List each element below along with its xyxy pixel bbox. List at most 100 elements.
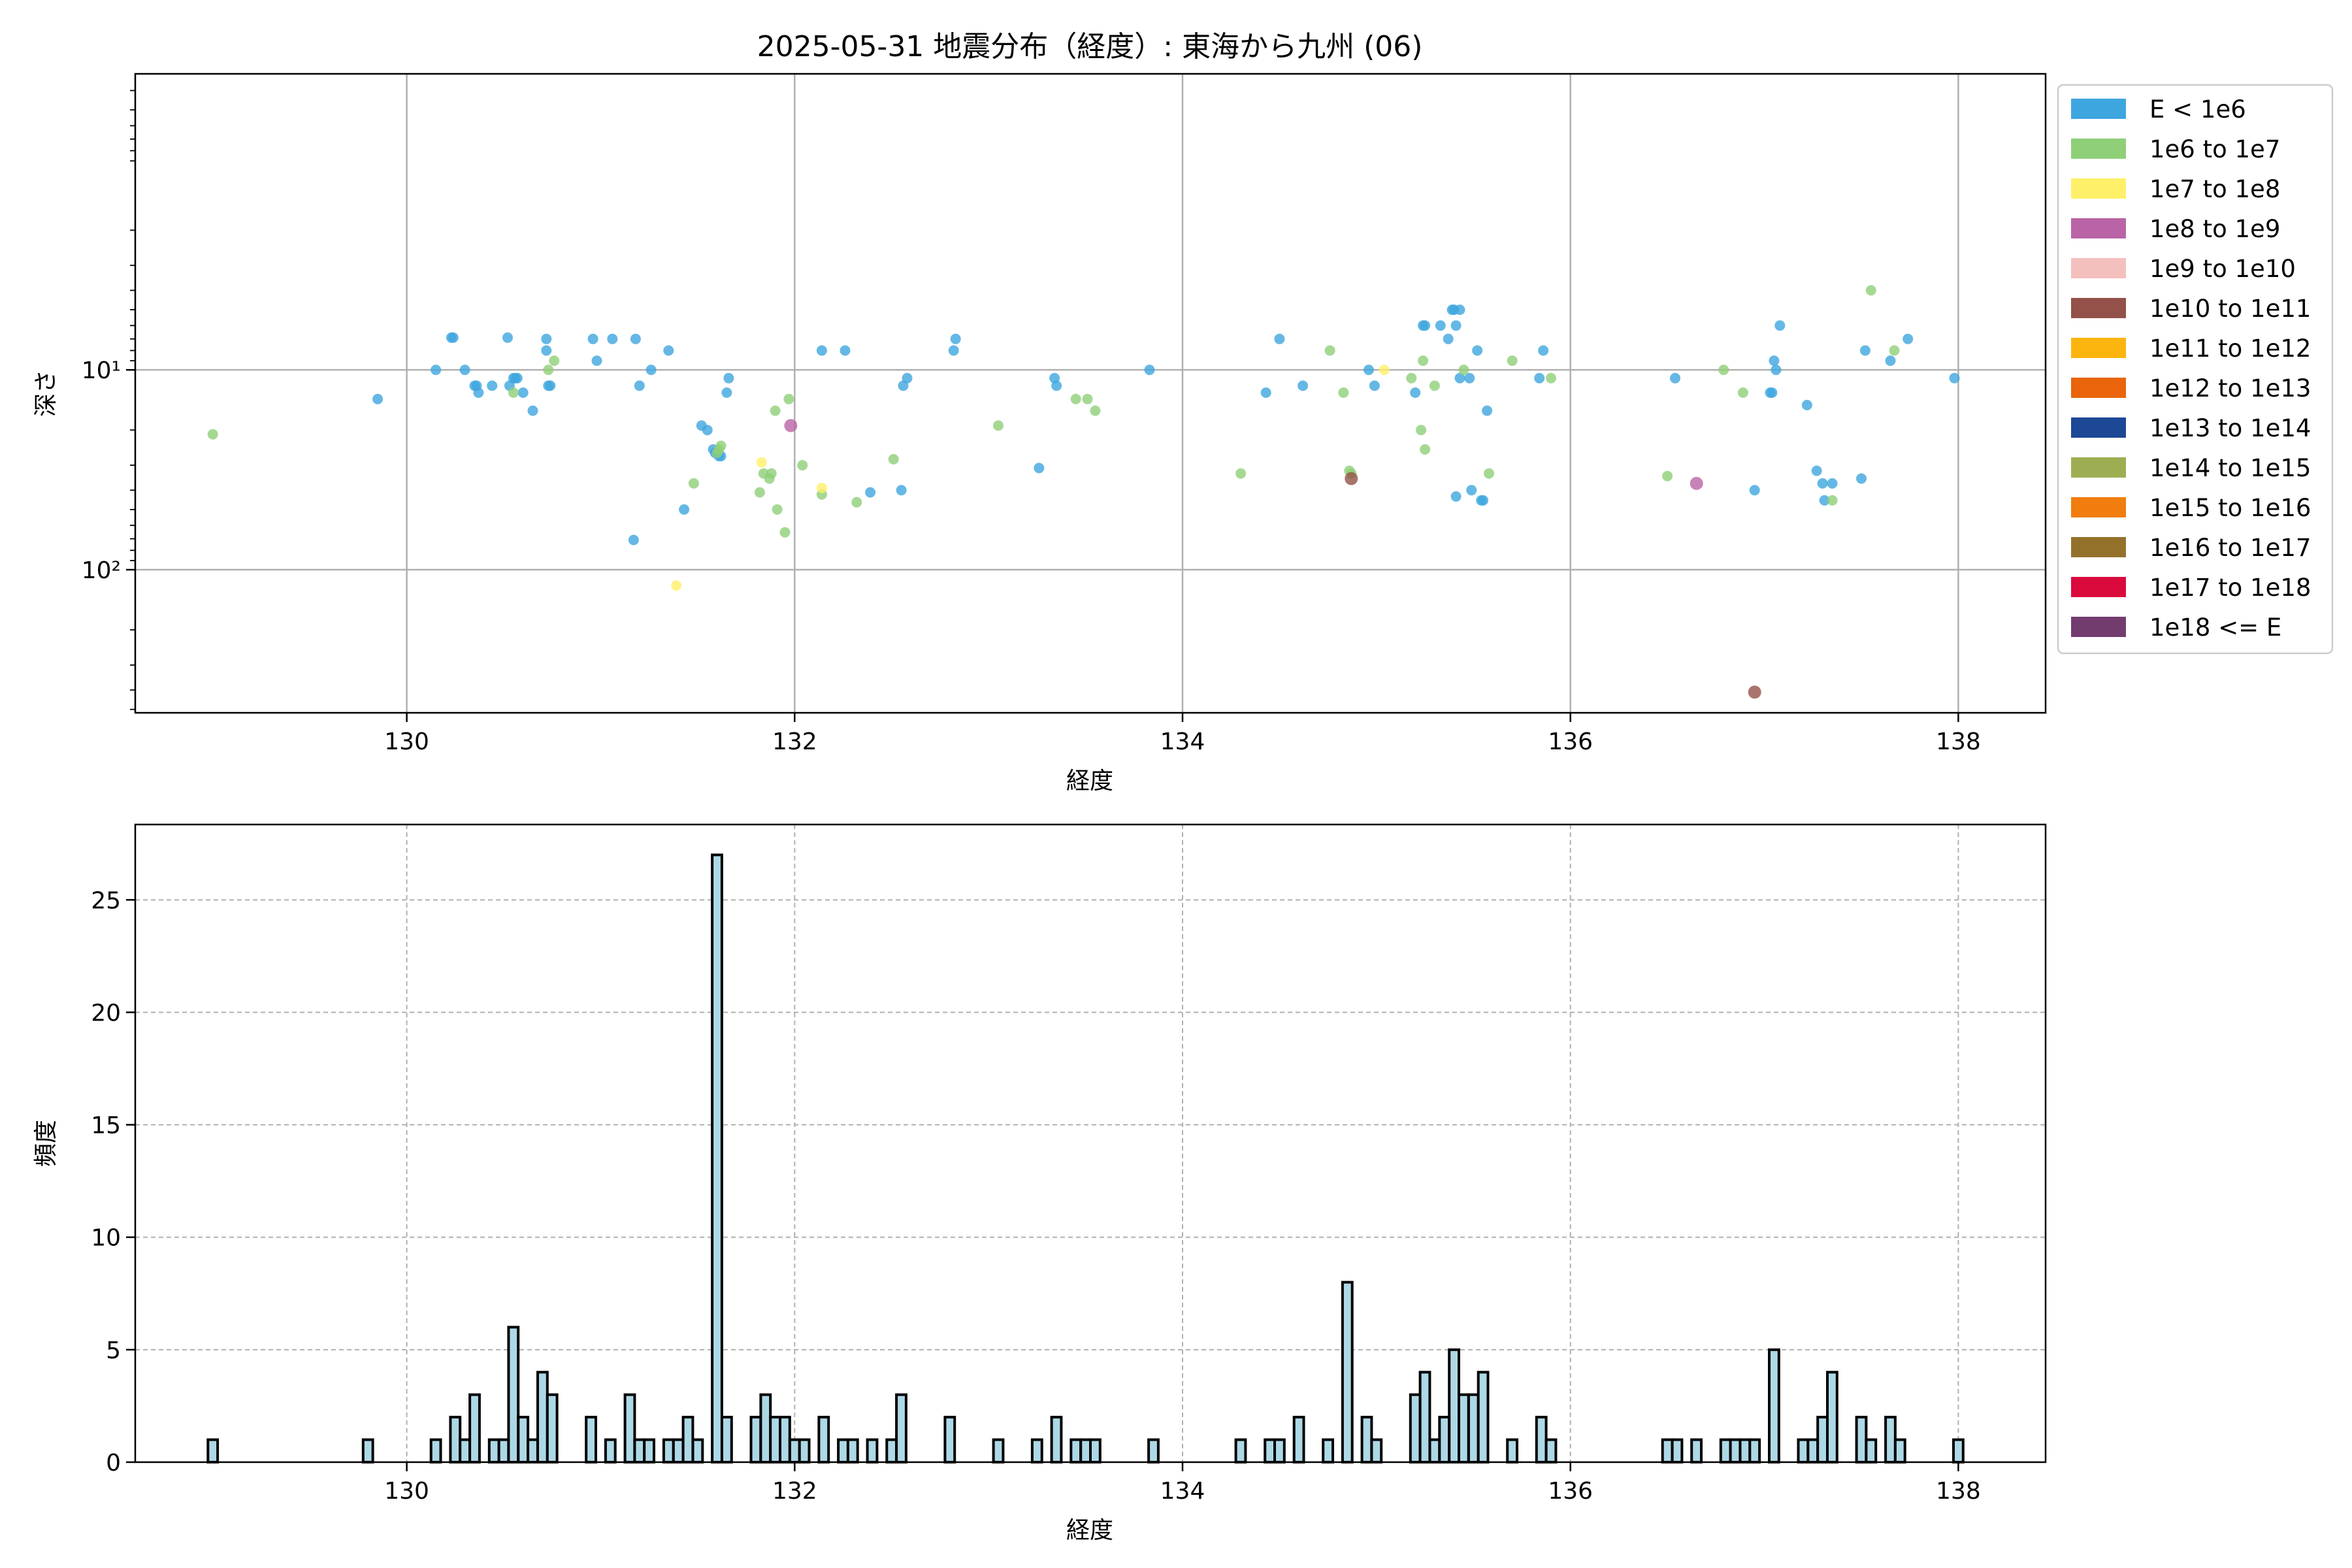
scatter-point [1718,365,1729,376]
histogram-bar [1865,1438,1878,1464]
scatter-x-ticks: 130 132 134 136 138 [384,713,1981,755]
histogram-bar [837,1438,849,1464]
scatter-point [1737,387,1748,398]
legend-swatch [2071,497,2126,517]
scatter-x-tick-label: 132 [772,728,817,755]
scatter-point [902,372,913,384]
histogram-bar [1322,1438,1334,1464]
scatter-point [1885,355,1896,367]
scatter-point [1819,495,1830,506]
scatter-point [1482,405,1493,416]
histogram-bar [681,1416,694,1464]
scatter-point [1416,425,1427,436]
scatter-point [1144,365,1155,376]
scatter-point [1856,473,1867,484]
scatter-x-tick-label: 136 [1548,728,1593,755]
scatter-point [1817,478,1828,489]
scatter-point [723,372,734,384]
histogram-x-axis-label: 経度 [1066,1517,1113,1544]
scatter-point [1443,333,1454,344]
scatter-point [1454,304,1465,316]
scatter-point [1670,372,1680,384]
histogram-x-tick-label: 132 [772,1478,817,1505]
scatter-point [1298,380,1309,391]
histogram-bar [536,1371,549,1464]
scatter-point [1690,476,1703,490]
scatter-point [372,393,384,404]
scatter-point [1466,485,1477,496]
histogram-y-tick-label: 20 [91,1000,121,1026]
scatter-point [1324,345,1335,356]
histogram-bar [1089,1438,1102,1464]
scatter-point [645,365,657,376]
scatter-x-tick-label: 134 [1160,728,1205,755]
histogram-y-tick-label: 10 [91,1225,121,1252]
scatter-y-ticks: 10¹ 10² [82,90,135,710]
scatter-point [527,405,538,416]
histogram-x-ticks: 130 132 134 136 138 [384,1462,1981,1505]
histogram-bar [817,1416,830,1464]
scatter-point [628,534,639,546]
scatter-point [1859,345,1870,356]
legend-label: 1e8 to 1e9 [2149,215,2280,243]
legend-items: E < 1e6 1e6 to 1e7 1e7 to 1e8 1e8 to 1e9 1e9… [2071,95,2311,642]
histogram-bar [1234,1438,1247,1464]
scatter-point [797,460,808,471]
histogram-y-tick-label: 5 [106,1337,121,1364]
histogram-bar [1952,1438,1965,1464]
scatter-x-axis-label: 経度 [1066,768,1113,794]
histogram-bar [779,1416,791,1464]
scatter-point [607,333,618,344]
histogram-y-tick-label: 15 [91,1113,121,1139]
histogram-bar [749,1416,762,1464]
scatter-frame [134,73,2047,714]
scatter-point [896,485,907,496]
scatter-point [517,387,529,398]
scatter-point [1435,320,1446,331]
scatter-point [1865,285,1876,296]
histogram-y-axis-label: 頻度 [33,1120,59,1167]
histogram-bar [1070,1438,1083,1464]
histogram-panel: 130 132 134 136 138 0 5 10 15 20 25 経度 頻度 [33,823,2047,1544]
scatter-point [512,372,523,384]
histogram-bar [1409,1393,1422,1463]
legend-swatch [2071,617,2126,637]
histogram-bar [546,1393,559,1463]
histogram-bar [769,1416,781,1464]
histogram-bar [1467,1393,1480,1463]
scatter-point [1749,485,1760,496]
histogram-bar [1544,1438,1558,1464]
scatter-point [688,478,699,489]
legend-label: 1e9 to 1e10 [2149,255,2296,283]
legend-label: 1e11 to 1e12 [2149,335,2311,363]
scatter-point [756,457,767,468]
legend: E < 1e6 1e6 to 1e7 1e7 to 1e8 1e8 to 1e9 1e9… [2057,84,2334,655]
histogram-bar [1884,1416,1897,1464]
legend-label: 1e15 to 1e16 [2149,494,2311,522]
histogram-bar [1030,1438,1043,1464]
scatter-point [1771,365,1782,376]
histogram-bar [672,1438,685,1464]
histogram-bar [1428,1438,1441,1464]
scatter-point [431,365,442,376]
scatter-point [1949,372,1960,384]
scatter-point [1484,468,1494,479]
histogram-bar [1448,1348,1460,1463]
scatter-points [207,285,1960,699]
scatter-point [840,345,851,356]
scatter-point [502,332,513,343]
scatter-point [816,345,827,356]
scatter-point [459,365,470,376]
histogram-bar [1797,1438,1810,1464]
scatter-point [1345,472,1358,485]
histogram-bar [517,1416,530,1464]
histogram-bar [361,1438,374,1464]
scatter-point [473,387,484,398]
legend-swatch [2071,537,2126,557]
scatter-point [993,420,1004,431]
legend-swatch [2071,577,2126,597]
scatter-point [1464,372,1475,384]
histogram-bar [895,1393,907,1463]
